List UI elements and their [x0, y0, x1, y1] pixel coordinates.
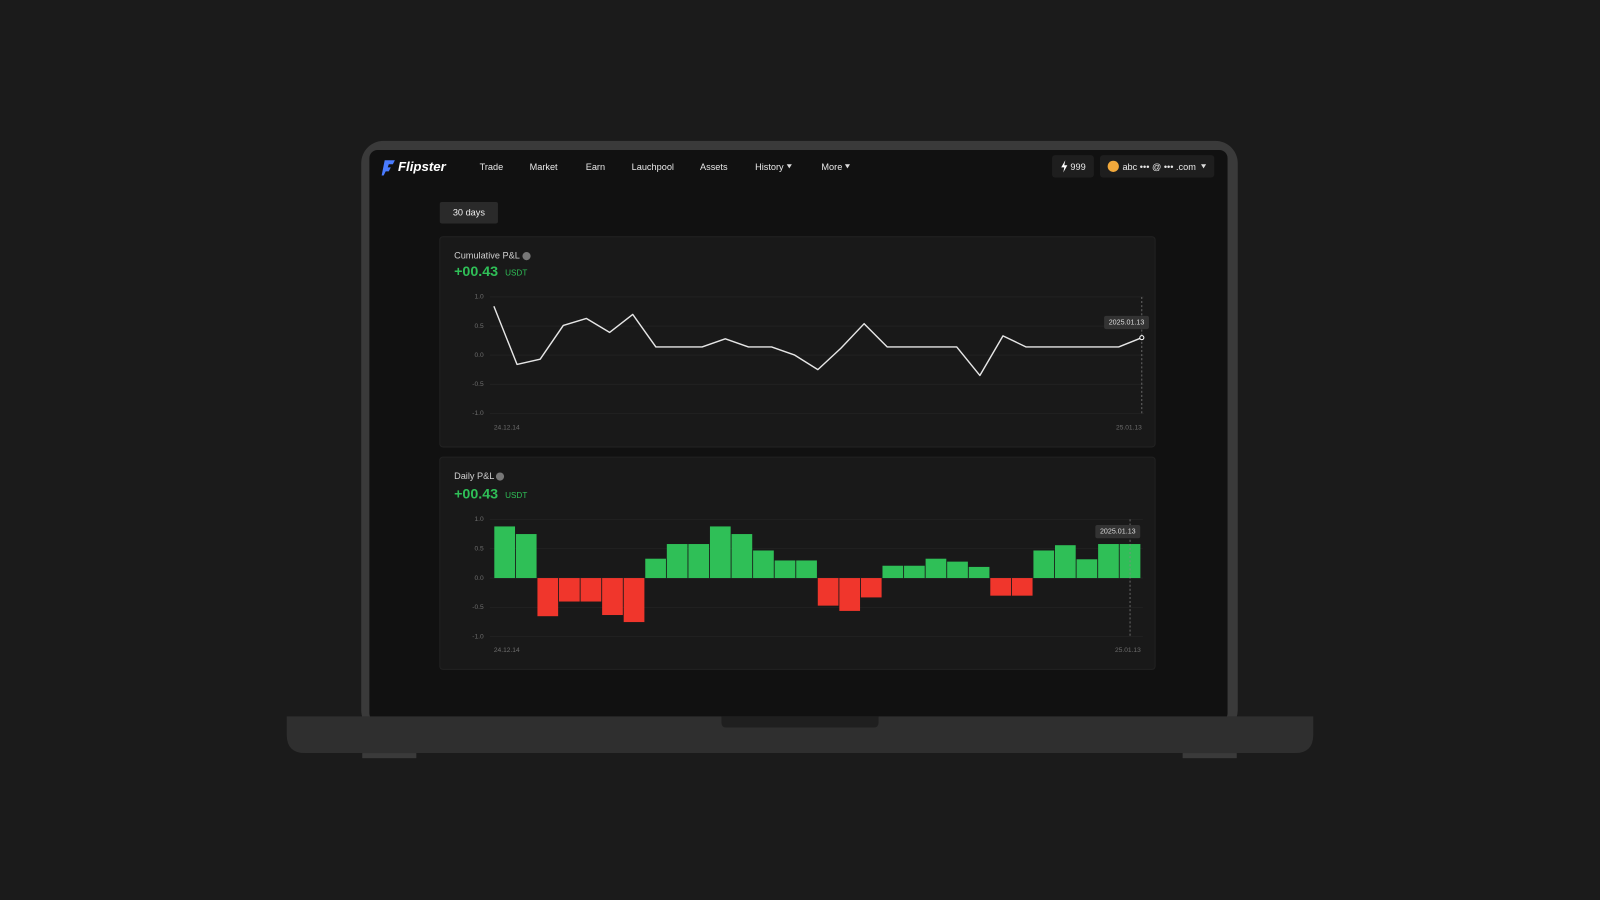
bar: [1011, 578, 1033, 596]
caret: [844, 164, 850, 169]
bar: [947, 561, 968, 579]
y-tick-label: 0.0: [474, 575, 484, 582]
nav-item[interactable]: Assets: [700, 162, 728, 172]
unit: USDT: [505, 269, 527, 278]
y-tick-label: -1.0: [472, 633, 484, 640]
bar: [925, 558, 947, 579]
nav-item[interactable]: Lauchpool: [632, 162, 674, 172]
y-tick-label: 1.0: [474, 294, 484, 301]
bar: [882, 565, 904, 579]
x-tick-label: 24.12.14: [494, 424, 520, 431]
unit: USDT: [505, 491, 527, 500]
x-tick-label: 24.12.14: [494, 647, 520, 654]
bar: [796, 560, 817, 579]
bar: [860, 578, 882, 598]
tooltip: 2025.01.13: [1100, 528, 1136, 536]
total: +00.43: [454, 264, 498, 280]
info-icon[interactable]: [495, 472, 505, 481]
points: 999: [1070, 162, 1085, 172]
bar: [753, 550, 774, 579]
bar: [580, 578, 602, 602]
nav-item[interactable]: Market: [530, 162, 558, 172]
bar: [602, 578, 623, 616]
y-tick-label: 0.5: [474, 545, 484, 552]
bar: [968, 566, 990, 579]
avatar: [1107, 160, 1119, 172]
nav-item[interactable]: Trade: [480, 162, 504, 172]
bar: [1076, 559, 1098, 579]
laptop-notch: [721, 716, 879, 728]
line: [493, 305, 1143, 377]
bar: [494, 526, 516, 579]
point: [1139, 335, 1145, 341]
period: 30 days: [453, 208, 486, 218]
bar: [774, 560, 796, 579]
x-tick-label: 25.01.13: [1116, 424, 1142, 431]
bar: [904, 565, 925, 579]
y-tick-label: 1.0: [474, 516, 484, 523]
account: abc ••• @ ••• .com: [1122, 162, 1196, 172]
period-button[interactable]: [439, 202, 498, 224]
bar: [990, 578, 1011, 596]
laptop-foot: [1182, 753, 1237, 759]
laptop-base: [286, 716, 1314, 754]
tooltip-box: [1104, 315, 1149, 330]
y-tick-label: 0.5: [474, 323, 484, 330]
bolt-icon: [1061, 160, 1068, 173]
bar: [817, 578, 839, 606]
bar: [688, 544, 710, 579]
bar: [1098, 544, 1119, 579]
chart-title: Cumulative P&L: [454, 251, 520, 261]
bar: [1033, 550, 1055, 579]
x-tick-label: 25.01.13: [1115, 647, 1141, 654]
nav-item[interactable]: History: [755, 162, 784, 172]
nav-item[interactable]: Earn: [586, 162, 605, 172]
bar: [1054, 545, 1076, 579]
info-icon[interactable]: [522, 252, 531, 261]
total: +00.43: [454, 487, 498, 503]
tooltip: 2025.01.13: [1109, 318, 1145, 326]
nav-item[interactable]: More: [821, 162, 842, 172]
bar: [839, 578, 861, 611]
tooltip-box: [1095, 525, 1141, 539]
card: [439, 236, 1156, 448]
bar: [731, 534, 753, 579]
bar: [559, 578, 580, 602]
bar: [623, 578, 645, 623]
y-tick-label: -0.5: [472, 604, 484, 611]
y-tick-label: -1.0: [472, 410, 484, 417]
bar: [515, 534, 537, 579]
logo[interactable]: Flipster: [398, 159, 447, 174]
chart-title: Daily P&L: [454, 471, 494, 481]
y-tick-label: 0.0: [474, 352, 484, 359]
bar: [537, 578, 559, 617]
bar: [666, 544, 688, 579]
y-tick-label: -0.5: [472, 381, 484, 388]
account-box[interactable]: [1100, 155, 1215, 178]
laptop-foot: [362, 753, 417, 759]
bar: [709, 526, 731, 579]
caret: [786, 164, 792, 169]
logo-icon: [381, 160, 395, 176]
points-box[interactable]: [1052, 155, 1094, 178]
caret: [1201, 164, 1207, 169]
bar: [645, 558, 666, 579]
